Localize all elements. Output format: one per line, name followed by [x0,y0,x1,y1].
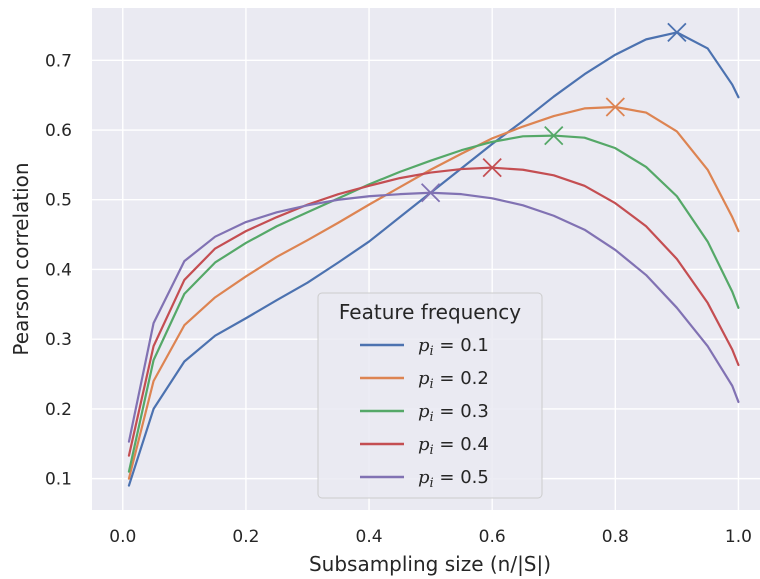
peak-marker-3 [544,125,564,146]
series-line-2 [127,105,740,480]
legend-label: pi = 0.4 [418,434,489,458]
y-tick-label: 0.6 [45,121,72,141]
legend-label: pi = 0.5 [418,467,489,491]
legend-label: pi = 0.1 [418,335,489,359]
y-tick-label: 0.3 [45,330,72,350]
y-tick-label: 0.1 [45,470,72,490]
legend-title: Feature frequency [339,300,521,324]
x-tick-label: 0.8 [602,527,629,547]
grid [92,8,760,510]
series-line-3 [127,134,740,473]
legend-item-2: pi = 0.2 [360,368,489,392]
peak-marker-stroke [420,183,441,203]
x-axis-label: Subsampling size (n/|S|) [309,552,551,576]
peak-marker-2 [605,97,625,117]
series-layer [127,31,740,487]
x-tick-label: 0.4 [356,527,383,547]
y-tick-label: 0.7 [45,51,72,71]
peak-marker-1 [667,22,687,43]
legend-label: pi = 0.2 [418,368,489,392]
x-tick-labels: 0.0 0.2 0.4 0.6 0.8 1.0 [109,527,752,547]
legend-item-5: pi = 0.5 [360,467,489,491]
x-tick-label: 0.0 [109,527,136,547]
y-tick-label: 0.4 [45,260,72,280]
legend: Feature frequency pi = 0.1pi = 0.2pi = 0… [317,292,543,499]
peak-marker-4 [482,158,502,178]
legend-item-3: pi = 0.3 [360,401,489,425]
legend-item-4: pi = 0.4 [360,434,489,458]
peak-marker-stroke [544,125,564,146]
x-tick-label: 0.2 [232,527,259,547]
y-tick-labels: 0.1 0.2 0.3 0.4 0.5 0.6 0.7 [45,51,72,489]
peak-markers [420,22,687,203]
legend-label: pi = 0.3 [418,401,489,425]
peak-marker-stroke [605,97,625,117]
x-tick-label: 0.6 [479,527,506,547]
series-line-5 [127,191,740,443]
peak-marker-stroke [667,22,687,43]
y-tick-label: 0.5 [45,191,72,211]
series-line-1 [127,31,740,487]
series-line-4 [127,166,740,457]
x-tick-label: 1.0 [725,527,752,547]
y-tick-label: 0.2 [45,400,72,420]
peak-marker-5 [420,183,441,203]
legend-item-1: pi = 0.1 [360,335,489,359]
legend-items: pi = 0.1 pi = 0.2 pi = 0.3 pi = 0.4 pi = 0.5 [360,335,489,491]
y-axis-label: Pearson correlation [9,162,33,355]
peak-marker-stroke [482,158,502,178]
